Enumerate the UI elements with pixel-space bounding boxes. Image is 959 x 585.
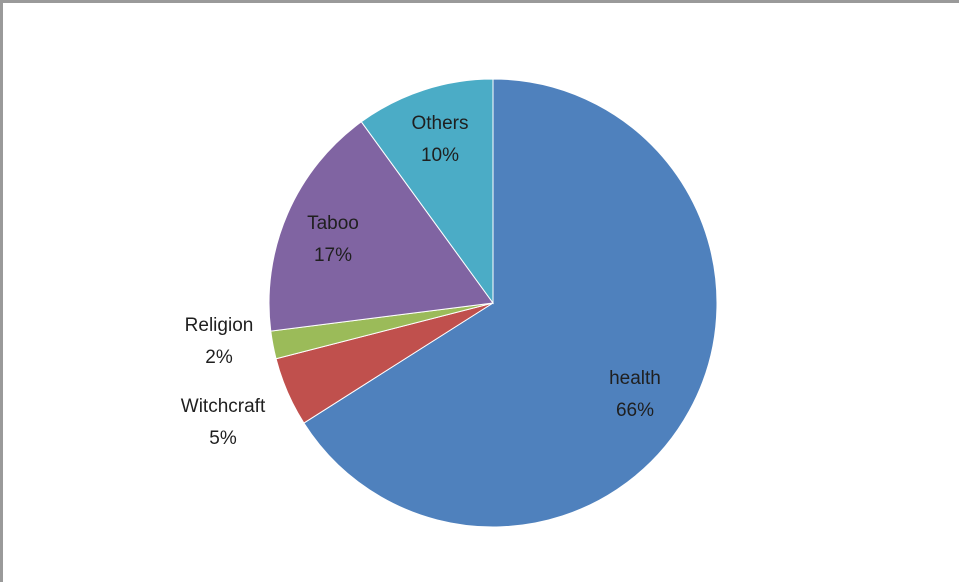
slice-percent-religion: 2%	[205, 347, 233, 368]
slice-label-taboo: Taboo 17%	[307, 213, 359, 266]
pie-chart: health 66% Witchcraft 5% Religion 2% Taboo 17% O…	[181, 78, 718, 528]
slice-category-witchcraft: Witchcraft	[181, 396, 266, 417]
slice-labels: health 66% Witchcraft 5% Religion 2% Taboo 17% O…	[181, 113, 661, 449]
slice-label-others: Others 10%	[411, 113, 468, 166]
slice-category-taboo: Taboo	[307, 213, 359, 234]
slice-category-others: Others	[411, 113, 468, 134]
slice-category-health: health	[609, 368, 661, 389]
slice-percent-others: 10%	[421, 145, 459, 166]
slice-category-religion: Religion	[185, 315, 254, 336]
pie-slice-health	[303, 78, 718, 528]
slice-percent-health: 66%	[616, 400, 654, 421]
slice-label-witchcraft: Witchcraft 5%	[181, 396, 266, 449]
pie-slice-others	[360, 78, 494, 305]
slice-label-health: health 66%	[609, 368, 661, 421]
slice-percent-witchcraft: 5%	[209, 428, 237, 449]
pie-slices	[268, 78, 718, 528]
slice-percent-taboo: 17%	[314, 245, 352, 266]
slice-label-religion: Religion 2%	[185, 315, 254, 368]
pie-slice-taboo	[268, 121, 494, 332]
